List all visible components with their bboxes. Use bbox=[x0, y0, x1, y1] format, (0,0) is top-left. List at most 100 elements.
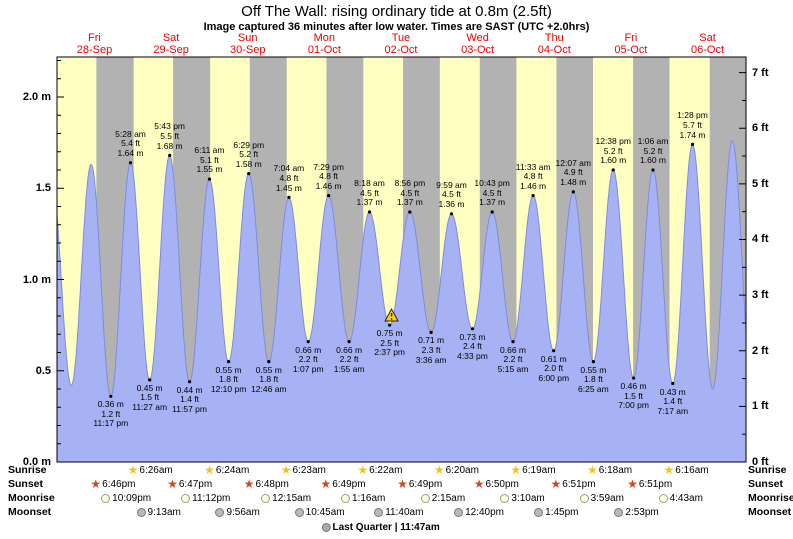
feet-axis-label: 1 ft bbox=[752, 400, 769, 413]
sunrise-star-icon: ★ bbox=[433, 463, 445, 477]
day-label-5: Wed 03-Oct bbox=[461, 32, 495, 56]
sunrise-time: 6:24am bbox=[215, 464, 250, 476]
moon-phase: Last Quarter | 11:47am bbox=[321, 521, 440, 533]
astro-row-label-left-sunrise: Sunrise bbox=[8, 464, 47, 476]
moonrise-entry: 3:10am bbox=[500, 492, 545, 504]
tide-extreme-dot bbox=[531, 194, 535, 198]
sunset-star-icon: ★ bbox=[90, 477, 102, 491]
plot-border bbox=[56, 56, 747, 463]
moonrise-time: 11:12pm bbox=[192, 492, 231, 504]
sunrise-time: 6:22am bbox=[369, 464, 403, 476]
tide-extreme-dot bbox=[227, 360, 231, 364]
tide-low-label: 0.71 m 2.3 ft 3:36 am bbox=[415, 335, 447, 365]
moonrise-circle-icon bbox=[181, 493, 191, 503]
tide-high-label: 1:06 am 5.2 ft 1.60 m bbox=[637, 136, 669, 166]
sunrise-entry: ★ 6:23am bbox=[281, 464, 326, 476]
tide-extreme-dot bbox=[247, 172, 251, 176]
moonset-circle-icon bbox=[136, 507, 146, 517]
tide-extreme-dot bbox=[327, 194, 331, 198]
day-label-4: Tue 02-Oct bbox=[384, 32, 418, 56]
tide-extreme-dot bbox=[671, 381, 675, 386]
astro-row-label-right-sunset: Sunset bbox=[748, 478, 784, 490]
tide-extreme-dot bbox=[611, 168, 615, 172]
sunrise-time: 6:19am bbox=[522, 464, 556, 476]
sunrise-star-icon: ★ bbox=[357, 463, 369, 477]
meter-axis-label: 1.5 bbox=[35, 182, 51, 195]
sunset-star-icon: ★ bbox=[320, 477, 332, 491]
moonset-entry: 9:13am bbox=[136, 506, 181, 518]
moonrise-circle-icon bbox=[658, 493, 668, 503]
astro-row-label-left-moonrise: Moonrise bbox=[8, 492, 55, 504]
day-label-2: Sun 30-Sep bbox=[229, 32, 266, 56]
tide-high-label: 10:43 pm 4.5 ft 1.37 m bbox=[474, 177, 510, 208]
moonrise-time: 3:59am bbox=[590, 492, 624, 504]
moonrise-circle-icon bbox=[101, 493, 111, 503]
moonrise-time: 1:16am bbox=[352, 492, 386, 504]
tide-high-label: 12:38 pm 5.2 ft 1.60 m bbox=[595, 136, 631, 166]
meter-axis-label: 1.0 m bbox=[22, 273, 51, 286]
sunrise-star-icon: ★ bbox=[663, 463, 675, 477]
tide-low-label: 0.73 m 2.4 ft 4:33 pm bbox=[457, 331, 488, 361]
tide-low-label: 0.61 m 2.0 ft 6:00 pm bbox=[538, 353, 570, 383]
moonset-circle-icon bbox=[215, 507, 225, 517]
sunset-time: 6:49pm bbox=[408, 478, 443, 490]
sunset-entry: ★ 6:46pm bbox=[90, 478, 135, 490]
day-label-1: Sat 29-Sep bbox=[153, 32, 189, 56]
tide-extreme-dot bbox=[552, 349, 556, 353]
feet-axis-label: 0 ft bbox=[752, 456, 769, 468]
sunset-star-icon: ★ bbox=[243, 477, 255, 491]
tide-low-label: 0.55 m 1.8 ft 12:46 am bbox=[251, 364, 287, 394]
moonrise-circle-icon bbox=[341, 493, 351, 503]
sunrise-time: 6:26am bbox=[139, 464, 173, 476]
moonrise-time: 10:09pm bbox=[112, 492, 152, 504]
sunrise-entry: ★ 6:24am bbox=[204, 464, 249, 476]
astro-row-label-right-moonset: Moonset bbox=[748, 506, 792, 518]
sunset-entry: ★ 6:51pm bbox=[627, 478, 672, 490]
tide-extreme-dot bbox=[109, 394, 113, 398]
moonset-circle-icon bbox=[534, 507, 544, 517]
moonrise-time: 2:15am bbox=[431, 492, 466, 504]
tide-extreme-dot bbox=[267, 360, 271, 364]
tide-extreme-dot bbox=[347, 340, 351, 344]
sunset-entry: ★ 6:48pm bbox=[244, 478, 289, 490]
moonrise-entry: 3:59am bbox=[579, 492, 624, 504]
sunset-time: 6:46pm bbox=[102, 478, 136, 490]
tide-low-label: 0.66 m 2.2 ft 1:07 pm bbox=[292, 344, 324, 374]
sunset-star-icon: ★ bbox=[167, 477, 178, 491]
moonrise-entry: 10:09pm bbox=[101, 492, 151, 504]
moonrise-circle-icon bbox=[500, 493, 510, 503]
day-label-7: Fri 05-Oct bbox=[614, 32, 648, 56]
moonrise-time: 4:43am bbox=[669, 492, 703, 504]
tide-high-label: 5:43 pm 5.5 ft 1.68 m bbox=[154, 121, 186, 151]
sunrise-time: 6:23am bbox=[292, 464, 326, 476]
sunset-star-icon: ★ bbox=[473, 477, 485, 491]
tide-extreme-dot bbox=[490, 210, 494, 214]
sunrise-star-icon: ★ bbox=[280, 463, 292, 477]
tide-low-label: 0.55 m 1.8 ft 12:10 pm bbox=[210, 364, 247, 394]
feet-axis-label: 4 ft bbox=[752, 233, 769, 246]
page-title: Off The Wall: rising ordinary tide at 0.… bbox=[241, 3, 552, 20]
tide-high-label: 9:59 am 4.5 ft 1.36 m bbox=[436, 179, 467, 209]
tide-high-label: 6:29 pm 5.2 ft 1.58 m bbox=[233, 139, 265, 169]
tide-extreme-dot bbox=[632, 376, 636, 380]
tide-high-label: 11:33 am 4.8 ft 1.46 m bbox=[515, 161, 551, 191]
moonset-entry: 11:40am bbox=[374, 506, 423, 518]
tide-extreme-dot bbox=[690, 142, 695, 146]
tide-high-label: 7:04 am 4.8 ft 1.45 m bbox=[273, 163, 305, 193]
sunset-entry: ★ 6:49pm bbox=[320, 478, 365, 490]
sunrise-time: 6:18am bbox=[598, 464, 633, 476]
sunrise-entry: ★ 6:26am bbox=[128, 464, 173, 476]
sunrise-entry: ★ 6:19am bbox=[510, 464, 555, 476]
sunrise-entry: ★ 6:20am bbox=[434, 464, 479, 476]
sunset-entry: ★ 6:51pm bbox=[550, 478, 595, 490]
meter-axis-label: 2.0 m bbox=[22, 91, 51, 103]
tide-high-label: 6:11 am 5.1 ft 1.55 m bbox=[194, 145, 225, 175]
moonset-time: 12:40pm bbox=[465, 506, 504, 518]
moonrise-circle-icon bbox=[579, 493, 589, 503]
sunrise-time: 6:16am bbox=[675, 464, 709, 476]
feet-axis-label: 6 ft bbox=[752, 122, 769, 135]
tide-low-label: 0.75 m 2.5 ft 2:37 pm bbox=[374, 328, 406, 358]
tide-area bbox=[57, 140, 746, 463]
tide-low-label: 0.36 m 1.2 ft 11:17 pm bbox=[93, 399, 129, 429]
